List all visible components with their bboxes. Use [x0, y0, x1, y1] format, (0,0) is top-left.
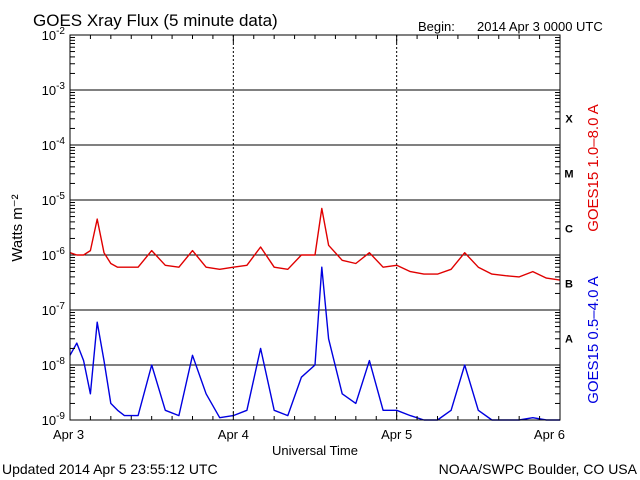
series-layer [69, 207, 561, 421]
flare-class-label: A [565, 334, 573, 346]
flare-class-label: C [565, 224, 573, 236]
begin-label: Begin: [418, 19, 455, 34]
legend-long-channel: GOES15 1.0–8.0 A [585, 104, 602, 232]
flare-class-label: B [565, 279, 573, 291]
credit-text: NOAA/SWPC Boulder, CO USA [439, 461, 638, 477]
series-line-short [69, 266, 560, 421]
flare-class-label: X [565, 114, 573, 126]
chart-title: GOES Xray Flux (5 minute data) [33, 11, 278, 30]
y-tick-labels: 10-9 10-8 10-7 10-6 10-5 10-4 10-3 10-2 [42, 26, 66, 428]
series-line-long [69, 207, 561, 281]
updated-timestamp: Updated 2014 Apr 5 23:55:12 UTC [2, 461, 218, 477]
y-tick-label: 10-5 [42, 191, 66, 208]
flare-class-labels: A B C M X [564, 114, 573, 346]
y-tick-label: 10-9 [42, 411, 66, 428]
y-tick-label: 10-8 [42, 356, 66, 373]
flare-class-label: M [564, 169, 573, 181]
y-tick-label: 10-3 [42, 81, 66, 98]
y-tick-label: 10-2 [42, 26, 66, 43]
x-tick-label: Apr 5 [381, 427, 412, 442]
x-axis-label: Universal Time [272, 443, 358, 458]
plot-frame [69, 34, 561, 421]
y-tick-label: 10-6 [42, 246, 66, 263]
y-tick-label: 10-4 [42, 136, 66, 153]
x-tick-labels: Apr 3 Apr 4 Apr 5 Apr 6 [53, 427, 565, 442]
y-axis-label: Watts m⁻² [9, 194, 26, 261]
begin-value: 2014 Apr 3 0000 UTC [477, 19, 603, 34]
y-tick-label: 10-7 [42, 301, 66, 318]
x-tick-label: Apr 4 [218, 427, 249, 442]
x-tick-label: Apr 3 [53, 427, 84, 442]
legend-short-channel: GOES15 0.5–4.0 A [585, 276, 602, 404]
x-tick-label: Apr 6 [534, 427, 565, 442]
